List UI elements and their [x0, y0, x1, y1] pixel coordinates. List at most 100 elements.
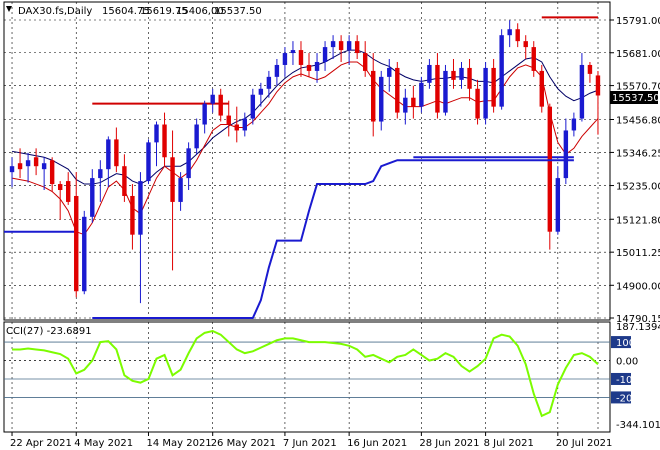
candle-body: [491, 67, 496, 107]
candle-body: [41, 163, 47, 170]
candle-body: [387, 67, 392, 77]
price-tick-label: 14790.15: [616, 314, 660, 325]
candle-body: [66, 181, 71, 202]
candle-body: [346, 41, 352, 51]
header-symbol: DAX30.fs,Daily: [18, 6, 92, 17]
candle-body: [170, 157, 175, 202]
candle-body: [419, 82, 424, 107]
cci-tick-label: -344.1015: [616, 420, 660, 431]
cci-indicator-line: [12, 329, 599, 418]
date-tick-label: 22 Apr 2021: [10, 438, 72, 449]
candle-body: [9, 166, 15, 173]
current-price-label: 15537.50: [612, 93, 660, 104]
price-tick-label: 15121.80: [616, 215, 660, 226]
cci-level-box: [611, 372, 631, 385]
price-axis-labels: 15791.00 15681.00 15570.70 15456.80 15346.25…: [610, 16, 660, 325]
cci-line: [12, 329, 599, 418]
candle-body: [555, 178, 561, 232]
current-price-box: [610, 91, 658, 104]
candle-body: [25, 160, 31, 167]
candle-body: [74, 195, 79, 292]
candle-body: [234, 124, 239, 131]
candle-body: [298, 50, 304, 65]
header-high: 15619.75: [140, 6, 188, 17]
candle-body: [266, 76, 272, 89]
date-tick-label: 4 May 2021: [74, 438, 133, 449]
candle-body: [114, 139, 119, 167]
candle-body: [563, 130, 569, 179]
candle-body: [579, 64, 585, 119]
candle-body: [33, 157, 39, 167]
candle-body: [130, 195, 135, 235]
date-tick-label: 20 Jul 2021: [556, 438, 613, 449]
candle-body: [443, 70, 448, 113]
candle-body: [146, 142, 151, 182]
candle-body: [57, 184, 63, 191]
candle-body: [122, 166, 127, 196]
candle-body: [186, 148, 191, 179]
price-tick-label: 15456.80: [616, 116, 660, 127]
candle-body: [154, 124, 159, 143]
candle-body: [475, 88, 480, 119]
date-tick-label: 14 May 2021: [146, 438, 211, 449]
candle-body: [547, 106, 553, 232]
candle-body: [178, 178, 183, 202]
cci-frame: [3, 321, 611, 433]
header-arrow-icon: [6, 6, 12, 12]
candle-body: [274, 64, 280, 77]
candle-body: [98, 169, 103, 179]
candle-body: [354, 41, 360, 54]
trend-line: [92, 159, 574, 320]
candle-body: [138, 181, 143, 235]
candle-body: [371, 70, 376, 122]
candle-body: [451, 70, 456, 80]
header-open: 15604.75: [102, 6, 150, 17]
candle-body: [515, 29, 520, 42]
candle-body: [49, 160, 55, 185]
candle-body: [459, 67, 464, 80]
candle-body: [82, 216, 87, 292]
candle-body: [322, 47, 328, 62]
candle-body: [403, 97, 408, 113]
candle-body: [523, 41, 528, 48]
date-tick-label: 16 Jun 2021: [347, 438, 407, 449]
cci-tick-label: 187.1394: [616, 322, 660, 333]
candle-body: [507, 29, 512, 36]
price-tick-label: 15011.25: [616, 248, 660, 259]
candle-body: [587, 64, 593, 74]
date-tick-label: 7 Jun 2021: [283, 438, 337, 449]
cci-tick-label: -200: [616, 393, 639, 404]
cci-axis-labels: 187.1394 100 0.00 -100 -200 -344.1015: [611, 322, 660, 431]
candles: [9, 20, 601, 304]
candle-body: [290, 50, 296, 54]
cci-tick-label: 100: [616, 338, 635, 349]
candle-body: [194, 124, 199, 149]
candle-body: [106, 139, 111, 170]
candle-body: [330, 41, 336, 48]
candle-body: [306, 64, 312, 71]
candle-body: [202, 103, 207, 125]
cci-tick-label: 0.00: [616, 357, 638, 368]
candle-body: [258, 88, 264, 95]
price-tick-label: 14900.00: [616, 281, 660, 292]
candle-body: [467, 67, 472, 89]
candle-body: [379, 76, 384, 122]
main-grid: [3, 1, 611, 433]
trailing-stop-line: [92, 159, 574, 320]
cci-title: CCI(27) -23.6891: [6, 326, 92, 337]
candle-body: [499, 35, 504, 107]
header-low: 15406,00: [176, 6, 224, 17]
header-close: 15537.50: [214, 6, 262, 17]
candle-body: [427, 64, 432, 83]
candle-body: [483, 67, 488, 119]
candle-body: [411, 97, 416, 107]
candle-body: [595, 75, 601, 96]
price-tick-label: 15570.70: [616, 82, 660, 93]
price-tick-label: 15791.00: [616, 16, 660, 27]
cci-level-box: [611, 391, 631, 404]
price-tick-label: 15235.00: [616, 182, 660, 193]
candle-body: [395, 67, 400, 113]
